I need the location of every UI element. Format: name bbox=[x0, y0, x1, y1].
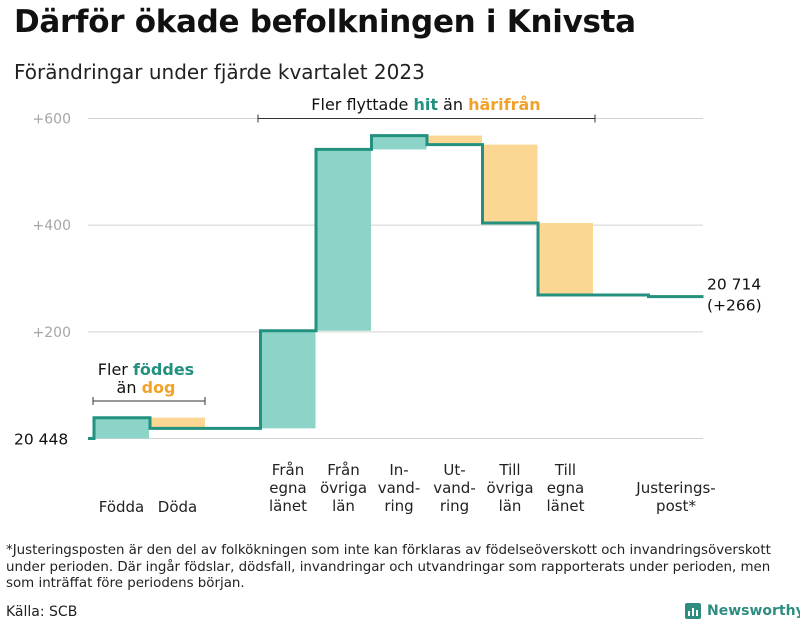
end-change-label: (+266) bbox=[707, 297, 762, 315]
waterfall-bar bbox=[482, 144, 538, 224]
y-tick-label: +400 bbox=[33, 218, 71, 234]
waterfall-bar bbox=[538, 223, 593, 296]
category-label: Till egna länet bbox=[547, 461, 585, 515]
waterfall-bar bbox=[94, 417, 149, 439]
brand-name: Newsworthy bbox=[707, 603, 800, 619]
waterfall-bar bbox=[316, 149, 371, 331]
category-label: Till övriga län bbox=[486, 461, 533, 515]
chart-title: Därför ökade befolkningen i Knivsta bbox=[14, 4, 636, 40]
start-value-label: 20 448 bbox=[14, 431, 68, 449]
waterfall-chart: +200 +400 +600 20 448 Födda Döda Från egna länet… bbox=[14, 95, 762, 516]
brand-logo: Newsworthy bbox=[685, 603, 800, 619]
category-label: In-vand-ring bbox=[378, 461, 421, 515]
end-value-label: 20 714 bbox=[707, 276, 761, 294]
cumulative-step-line bbox=[88, 134, 704, 440]
category-label: Döda bbox=[158, 498, 197, 516]
category-label: Från egna länet bbox=[269, 461, 307, 515]
footnote: *Justeringsposten är den del av folkökni… bbox=[6, 543, 771, 591]
chart-subtitle: Förändringar under fjärde kvartalet 2023 bbox=[14, 60, 425, 84]
category-label: Från övriga län bbox=[320, 461, 367, 515]
waterfall-bar bbox=[150, 417, 205, 429]
y-tick-label: +600 bbox=[33, 112, 71, 128]
category-label: Födda bbox=[99, 498, 145, 516]
migration-annotation: Fler flyttade hit än härifrån bbox=[311, 95, 540, 114]
waterfall-bar bbox=[371, 135, 427, 150]
births-annotation-line1: Fler föddes bbox=[98, 360, 194, 379]
births-annotation-line2: än dog bbox=[117, 378, 176, 397]
source-label: Källa: SCB bbox=[6, 604, 78, 620]
waterfall-bar bbox=[427, 135, 482, 145]
category-label: Ut-vand-ring bbox=[433, 461, 476, 515]
category-label: Justerings-post* bbox=[635, 479, 715, 515]
waterfall-bar bbox=[260, 330, 316, 429]
y-tick-label: +200 bbox=[33, 325, 71, 341]
newsworthy-icon bbox=[685, 603, 701, 619]
